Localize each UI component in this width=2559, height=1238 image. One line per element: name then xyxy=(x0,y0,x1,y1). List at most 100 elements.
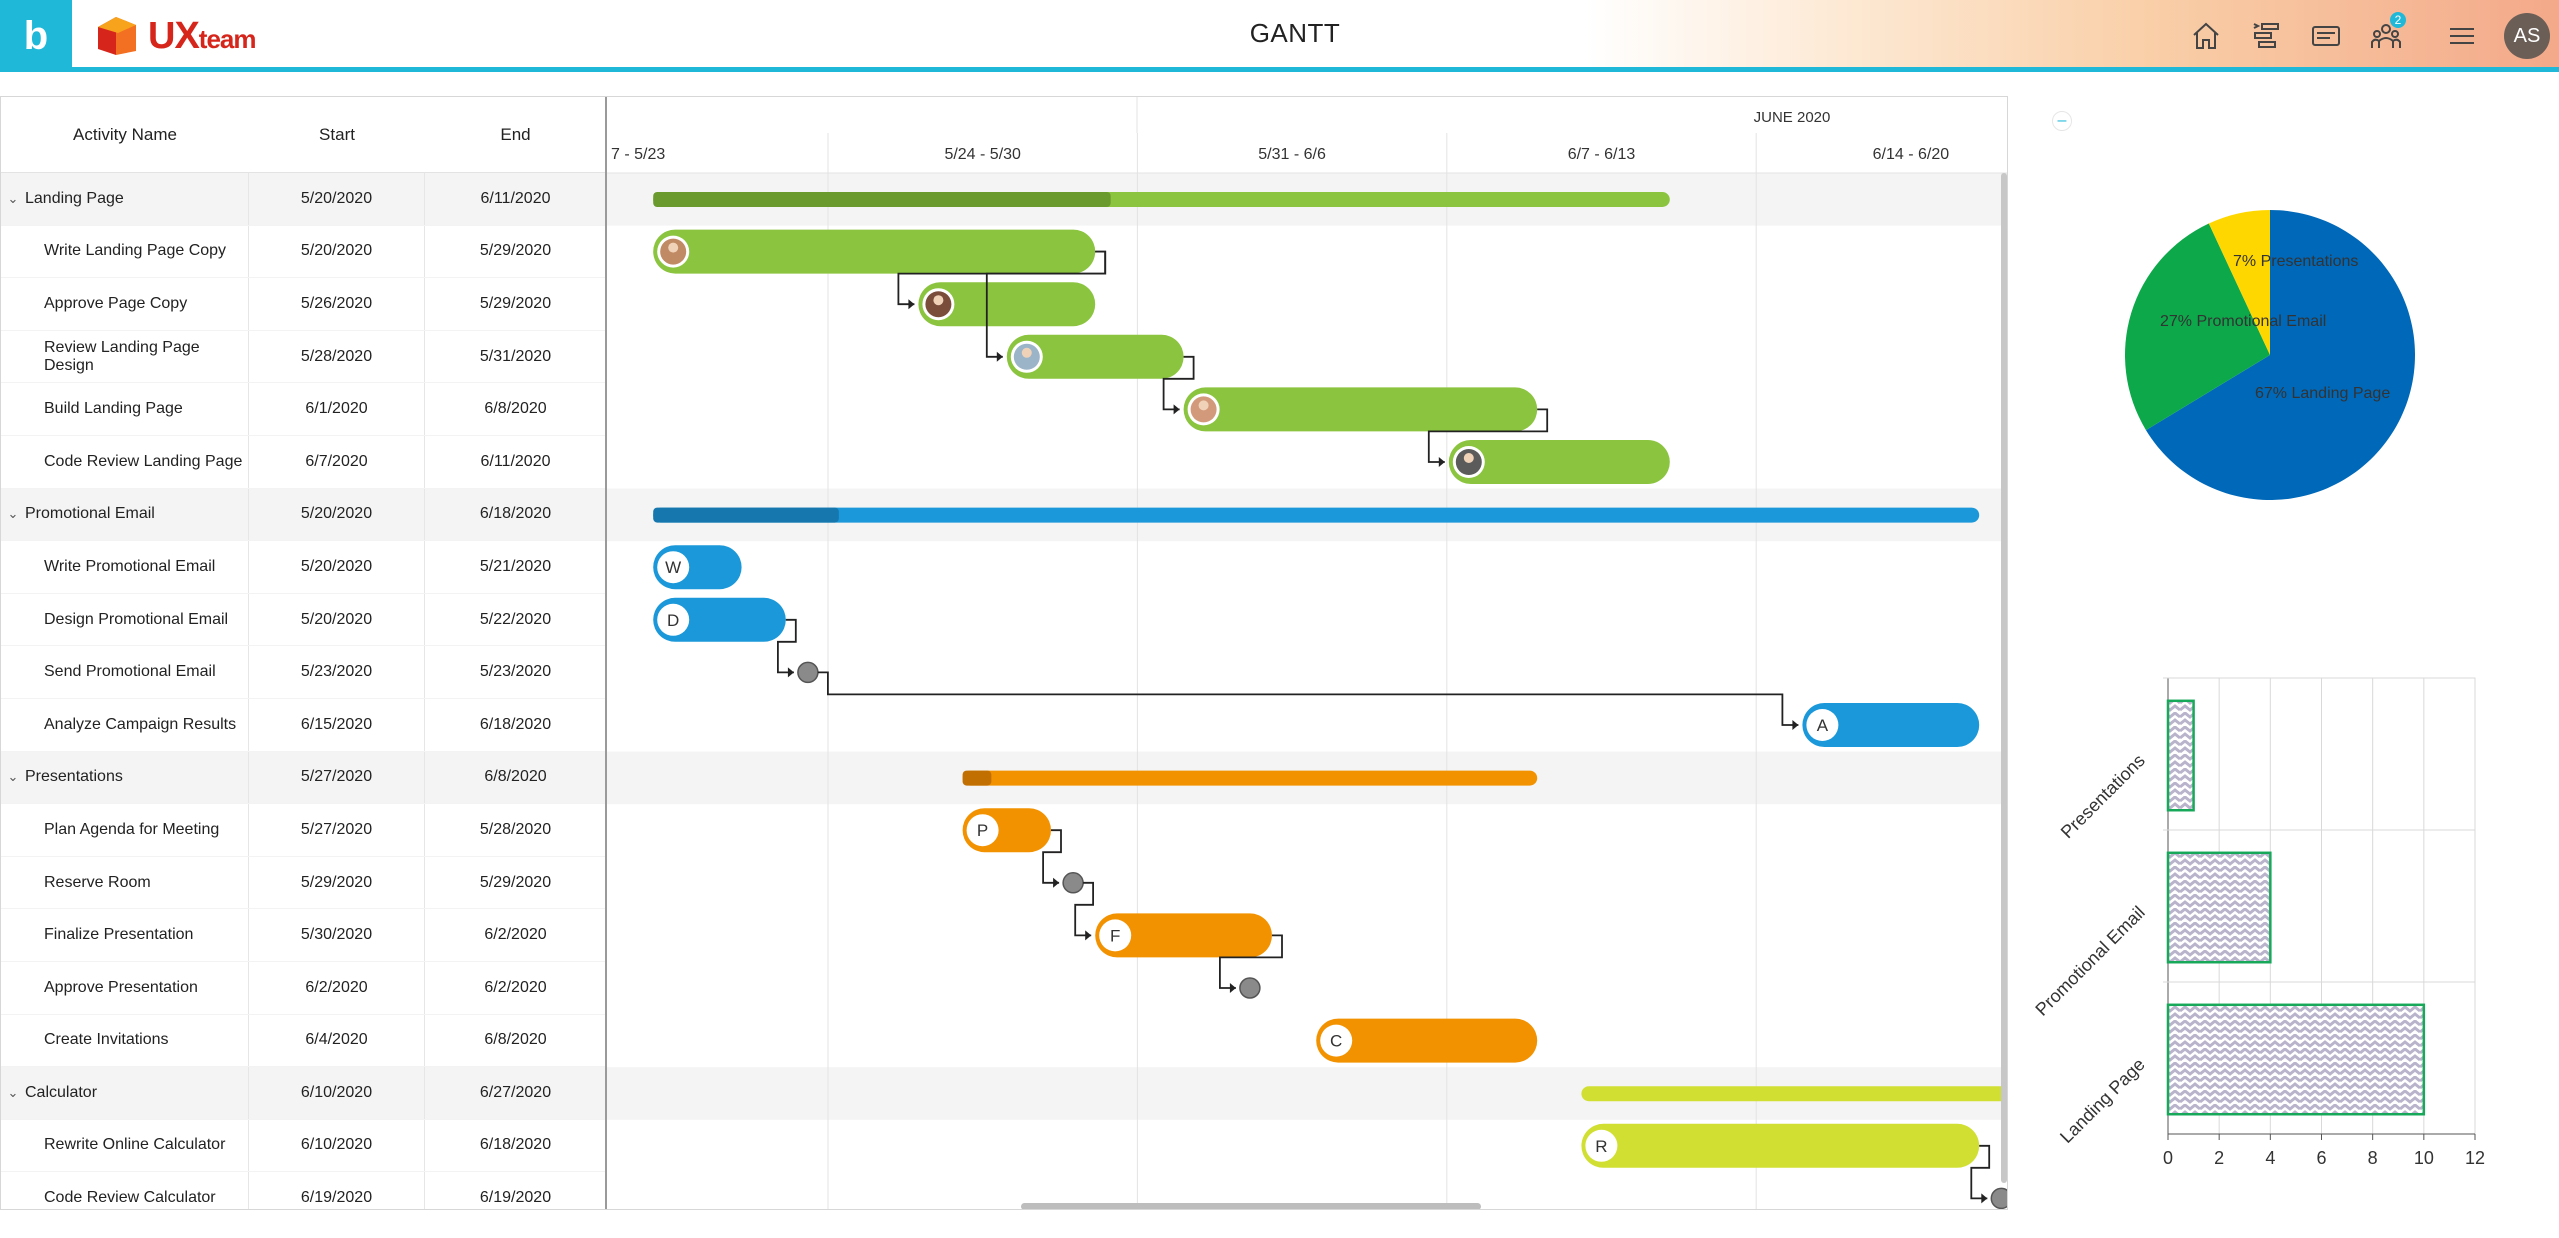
home-icon[interactable] xyxy=(2188,18,2224,54)
task-bar-approve-page-copy[interactable] xyxy=(918,282,1096,327)
task-bar-analyze-campaign-results[interactable]: A xyxy=(1802,703,1980,747)
x-tick-label: 10 xyxy=(2414,1148,2434,1168)
activity-name-cell: ⌄ Promotional Email xyxy=(1,488,249,541)
gantt-view-icon[interactable] xyxy=(2248,18,2284,54)
activity-name-label: Approve Page Copy xyxy=(44,294,188,312)
task-row-code-review-landing-page[interactable]: Code Review Landing Page 6/7/2020 6/11/202… xyxy=(1,435,606,489)
avatar-face xyxy=(933,295,944,306)
task-row-review-landing-page-design[interactable]: Review Landing Page Design 5/28/2020 5/31/… xyxy=(1,330,606,384)
pie-chart: 67% Landing Page 27% Promotional Email 7% … xyxy=(2125,210,2415,500)
collapse-panel-button[interactable]: – xyxy=(2052,111,2072,131)
activity-name-label: Calculator xyxy=(25,1083,98,1101)
x-tick-label: 8 xyxy=(2368,1148,2378,1168)
task-bar-rewrite-online-calculator[interactable]: R xyxy=(1581,1123,1980,1168)
summary-bar-promotional-email[interactable] xyxy=(653,507,1980,523)
expand-chevron-icon[interactable]: ⌄ xyxy=(7,190,19,206)
milestone-reserve-room[interactable] xyxy=(1062,872,1084,894)
summary-bar-calculator[interactable] xyxy=(1581,1086,2008,1102)
dependency-line xyxy=(1162,355,1195,411)
task-bar-build-landing-page[interactable] xyxy=(1183,387,1538,432)
group-row-landing-page[interactable]: ⌄ Landing Page 5/20/2020 6/11/2020 xyxy=(1,173,606,226)
summary-bar-presentations[interactable] xyxy=(962,770,1538,786)
task-bar-design-promotional-email[interactable]: D xyxy=(653,597,786,642)
expand-chevron-icon[interactable]: ⌄ xyxy=(7,506,19,522)
task-row-reserve-room[interactable]: Reserve Room 5/29/2020 5/29/2020 xyxy=(1,856,606,910)
milestone-code-review-calculator[interactable] xyxy=(1990,1187,2008,1209)
expand-chevron-icon[interactable]: ⌄ xyxy=(7,1084,19,1100)
activity-name-cell: Send Promotional Email xyxy=(1,646,249,698)
start-date-cell: 5/20/2020 xyxy=(249,173,425,225)
task-row-build-landing-page[interactable]: Build Landing Page 6/1/2020 6/8/2020 xyxy=(1,383,606,436)
task-bar-write-promotional-email[interactable]: W xyxy=(653,545,742,590)
hamburger-menu-icon[interactable] xyxy=(2444,18,2480,54)
vertical-scrollbar[interactable] xyxy=(2001,173,2007,1183)
card-view-icon[interactable] xyxy=(2308,18,2344,54)
pie-slice-27-promotional-email[interactable] xyxy=(2125,223,2270,431)
task-row-code-review-calculator[interactable]: Code Review Calculator 6/19/2020 6/19/2020 xyxy=(1,1172,606,1209)
pie-slice-7-presentations[interactable] xyxy=(2208,210,2270,355)
task-row-approve-presentation[interactable]: Approve Presentation 6/2/2020 6/2/2020 xyxy=(1,961,606,1015)
task-bar-review-landing-page-design[interactable] xyxy=(1006,334,1184,379)
activity-name-cell: ⌄ Presentations xyxy=(1,751,249,804)
task-bar-code-review-landing-page[interactable] xyxy=(1448,440,1670,484)
milestone-send-promotional-email[interactable] xyxy=(797,661,819,684)
brand-app-icon[interactable]: b xyxy=(0,0,72,72)
grid-timeline-splitter[interactable] xyxy=(605,97,607,1209)
task-bar-body xyxy=(1802,703,1980,747)
bar-promotional-email[interactable] xyxy=(2166,851,2272,964)
milestone-approve-presentation[interactable] xyxy=(1239,977,1261,999)
column-header-end[interactable]: End xyxy=(500,125,531,144)
task-row-write-landing-page-copy[interactable]: Write Landing Page Copy 5/20/2020 5/29/202… xyxy=(1,225,606,279)
start-date-cell: 5/27/2020 xyxy=(249,751,425,804)
end-date-cell: 6/18/2020 xyxy=(479,715,552,733)
x-tick-label: 2 xyxy=(2214,1148,2224,1168)
task-row-design-promotional-email[interactable]: Design Promotional Email 5/20/2020 5/22/20… xyxy=(1,593,606,647)
task-row-plan-agenda-for-meeting[interactable]: Plan Agenda for Meeting 5/27/2020 5/28/202… xyxy=(1,804,606,857)
activity-name-cell: Analyze Campaign Results xyxy=(1,698,249,751)
task-row-create-invitations[interactable]: Create Invitations 6/4/2020 6/8/2020 xyxy=(1,1014,606,1068)
activity-name-cell: Reserve Room xyxy=(1,856,249,909)
dependency-line xyxy=(1042,829,1062,884)
task-row-analyze-campaign-results[interactable]: Analyze Campaign Results 6/15/2020 6/18/20… xyxy=(1,698,606,752)
start-date-cell: 6/19/2020 xyxy=(249,1172,425,1209)
activity-name-cell: Approve Page Copy xyxy=(1,278,249,330)
end-date-cell: 5/22/2020 xyxy=(479,610,552,628)
task-row-send-promotional-email[interactable]: Send Promotional Email 5/23/2020 5/23/2020 xyxy=(1,646,606,699)
start-date-cell: 5/28/2020 xyxy=(249,330,425,383)
end-date-cell: 6/11/2020 xyxy=(480,189,551,207)
activity-name-label: Rewrite Online Calculator xyxy=(44,1136,226,1154)
activity-name-cell: Code Review Landing Page xyxy=(1,435,249,488)
task-bar-finalize-presentation[interactable]: F xyxy=(1095,913,1272,958)
end-date-cell: 6/8/2020 xyxy=(484,1031,547,1049)
column-header-activity-name[interactable]: Activity Name xyxy=(73,125,177,144)
activity-name-label: Promotional Email xyxy=(25,505,155,523)
horizontal-scrollbar[interactable] xyxy=(1021,1203,1481,1209)
group-row-promotional-email[interactable]: ⌄ Promotional Email 5/20/2020 6/18/2020 xyxy=(1,488,606,542)
pie-slice-67-landing-page[interactable] xyxy=(2145,210,2415,500)
dependency-arrow xyxy=(1229,983,1236,993)
expand-chevron-icon[interactable]: ⌄ xyxy=(7,769,19,785)
x-tick-label: 4 xyxy=(2265,1148,2275,1168)
task-row-finalize-presentation[interactable]: Finalize Presentation 5/30/2020 6/2/2020 xyxy=(1,909,606,962)
task-row-rewrite-online-calculator[interactable]: Rewrite Online Calculator 6/10/2020 6/18/2… xyxy=(1,1119,606,1173)
task-bar-write-landing-page-copy[interactable] xyxy=(653,229,1096,274)
column-header-start[interactable]: Start xyxy=(319,125,355,144)
group-row-calculator[interactable]: ⌄ Calculator 6/10/2020 6/27/2020 xyxy=(1,1067,606,1120)
activity-name-cell: Review Landing Page Design xyxy=(1,330,249,383)
avatar-face xyxy=(1198,400,1209,411)
team-icon[interactable]: 2 xyxy=(2368,12,2406,54)
end-date-cell: 6/27/2020 xyxy=(479,1083,552,1101)
task-letter: C xyxy=(1330,1032,1342,1051)
task-row-write-promotional-email[interactable]: Write Promotional Email 5/20/2020 5/21/202… xyxy=(1,541,606,594)
bar-presentations[interactable] xyxy=(2166,699,2195,812)
task-row-approve-page-copy[interactable]: Approve Page Copy 5/26/2020 5/29/2020 xyxy=(1,278,606,331)
task-bar-create-invitations[interactable]: C xyxy=(1316,1018,1538,1063)
user-avatar[interactable]: AS xyxy=(2504,13,2550,59)
horizontal-bar-chart: 0 2 4 6 8 10 12 Presentations Promotional Email L… xyxy=(2031,677,2485,1168)
bar-landing-page[interactable] xyxy=(2166,1003,2426,1116)
group-row-presentations[interactable]: ⌄ Presentations 5/27/2020 6/8/2020 xyxy=(1,751,606,805)
task-bar-plan-agenda-for-meeting[interactable]: P xyxy=(962,808,1051,853)
activity-name-label: Presentations xyxy=(25,768,123,786)
start-date-cell: 6/4/2020 xyxy=(249,1014,425,1067)
uxteam-logo: UXteam xyxy=(94,12,256,60)
